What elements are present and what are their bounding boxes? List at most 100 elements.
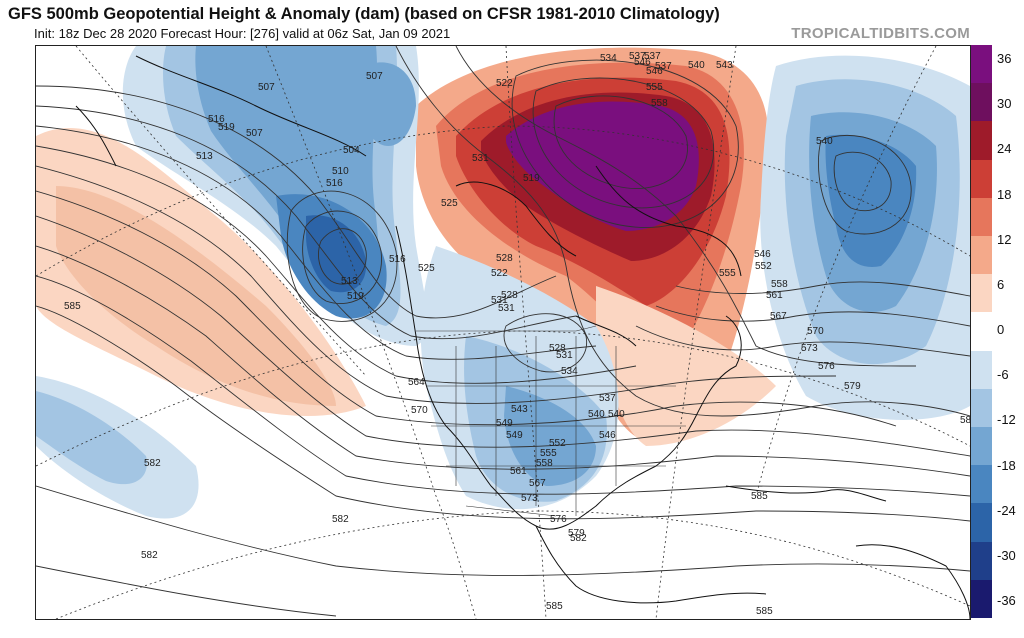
contour-label: 564 bbox=[408, 377, 425, 388]
contour-label: 537 bbox=[644, 51, 661, 62]
contour-label: 555 bbox=[646, 82, 663, 93]
colorbar-tick-label: 0 bbox=[997, 322, 1005, 337]
contour-label: 519 bbox=[347, 291, 364, 302]
contour-label: 540 bbox=[816, 136, 833, 147]
contour-label: 570 bbox=[411, 405, 428, 416]
contour-label: 507 bbox=[366, 71, 383, 82]
colorbar-tick-label: 30 bbox=[997, 96, 1012, 112]
contour-label: 513 bbox=[341, 276, 358, 287]
contour-label: 561 bbox=[766, 290, 783, 301]
contour-label: 540 bbox=[588, 409, 605, 420]
contour-label: 585 bbox=[546, 601, 563, 612]
contour-label: 558 bbox=[651, 98, 668, 109]
contour-label: 534 bbox=[561, 366, 578, 377]
contour-label: 519 bbox=[218, 122, 235, 133]
colorbar-tick-label: -24 bbox=[997, 502, 1016, 518]
colorbar-tick-label: -36 bbox=[997, 593, 1016, 608]
colorbar-tick-label: 36 bbox=[997, 51, 1012, 66]
colorbar-band bbox=[971, 274, 992, 313]
colorbar-band bbox=[971, 503, 992, 543]
contour-label: 552 bbox=[755, 261, 772, 272]
contour-label: 555 bbox=[540, 448, 557, 459]
contour-label: 576 bbox=[818, 361, 835, 372]
contour-label: 555 bbox=[719, 268, 736, 279]
lat-lon-grid bbox=[36, 46, 970, 619]
contour-label: 558 bbox=[771, 279, 788, 290]
contour-label: 504 bbox=[343, 145, 360, 156]
contour-label: 585 bbox=[751, 491, 768, 502]
colorbar-band bbox=[971, 159, 992, 199]
contour-label: 519 bbox=[523, 173, 540, 184]
colorbar-tick-label: -12 bbox=[997, 412, 1016, 428]
colorbar-band bbox=[971, 350, 992, 390]
map-canvas: 5075075165195135045105165225255315285195… bbox=[36, 46, 970, 619]
contour-label: 528 bbox=[549, 343, 566, 354]
colorbar-band bbox=[971, 236, 992, 275]
colorbar-tick-label: 12 bbox=[997, 231, 1012, 247]
contour-labels: 5075075165195135045105165225255315285195… bbox=[64, 51, 970, 617]
contour-label: 540 bbox=[688, 60, 705, 71]
contour-label: 546 bbox=[754, 249, 771, 260]
contour-label: 510 bbox=[332, 166, 349, 177]
contour-label: 585 bbox=[64, 301, 81, 312]
contour-label: 522 bbox=[496, 78, 513, 89]
colorbar-band bbox=[971, 388, 992, 428]
contour-label: 582 bbox=[332, 514, 349, 525]
contour-label: 543 bbox=[716, 60, 733, 71]
map-title: GFS 500mb Geopotential Height & Anomaly … bbox=[8, 5, 720, 23]
contour-label: 570 bbox=[807, 326, 824, 337]
contour-label: 549 bbox=[496, 418, 513, 429]
contour-label: 507 bbox=[246, 128, 263, 139]
brand-watermark: TROPICALTIDBITS.COM bbox=[791, 25, 970, 42]
contour-label: 537 bbox=[629, 51, 646, 62]
contour-label: 549 bbox=[506, 430, 523, 441]
contour-label: 525 bbox=[441, 198, 458, 209]
contour-label: 528 bbox=[496, 253, 513, 264]
colorbar-band bbox=[971, 197, 992, 237]
colorbar-tick-label: -18 bbox=[997, 457, 1016, 473]
contour-label: 516 bbox=[389, 254, 406, 265]
contour-label: 567 bbox=[529, 478, 546, 489]
colorbar-tick-label: 6 bbox=[997, 276, 1005, 292]
contour-label: 543 bbox=[511, 404, 528, 415]
colorbar-band bbox=[971, 45, 992, 84]
colorbar-band bbox=[971, 83, 992, 122]
contour-label: 546 bbox=[634, 57, 651, 68]
contour-label: 507 bbox=[258, 82, 275, 93]
contour-label: 585 bbox=[756, 606, 773, 617]
contour-label: 513 bbox=[196, 151, 213, 162]
contour-label: 537 bbox=[655, 61, 672, 72]
contour-label: 579 bbox=[844, 381, 861, 392]
contour-label: 576 bbox=[550, 514, 567, 525]
contour-label: 522 bbox=[491, 268, 508, 279]
contour-label: 516 bbox=[208, 114, 225, 125]
contour-label: 552 bbox=[549, 438, 566, 449]
colorbar-band bbox=[971, 312, 992, 352]
colorbar-band bbox=[971, 427, 992, 466]
colorbar-tick-label: 18 bbox=[997, 186, 1012, 202]
contour-label: 582 bbox=[141, 550, 158, 561]
contour-label: 534 bbox=[600, 53, 617, 64]
contour-label: 540 bbox=[608, 409, 625, 420]
contour-label: 561 bbox=[510, 466, 527, 477]
contour-label: 582 bbox=[144, 458, 161, 469]
political-borders bbox=[416, 325, 686, 517]
contour-label: 579 bbox=[568, 528, 585, 539]
colorbar-tick-label: -30 bbox=[997, 547, 1016, 563]
colorbar-band bbox=[971, 579, 992, 619]
contour-label: 582 bbox=[570, 533, 587, 544]
coastlines bbox=[75, 55, 970, 619]
negative-anomaly-shading bbox=[36, 46, 970, 519]
contour-label: 582 bbox=[960, 415, 970, 426]
height-contours bbox=[36, 46, 970, 617]
contour-label: 531 bbox=[472, 153, 489, 164]
map-subtitle: Init: 18z Dec 28 2020 Forecast Hour: [27… bbox=[34, 26, 451, 41]
contour-label: 531 bbox=[498, 303, 515, 314]
contour-label: 528 bbox=[501, 290, 518, 301]
contour-label: 573 bbox=[801, 343, 818, 354]
colorbar-band bbox=[971, 121, 992, 161]
contour-label: 531 bbox=[491, 295, 508, 306]
colorbar-band bbox=[971, 541, 992, 581]
colorbar-tick-label: -6 bbox=[997, 367, 1009, 383]
contour-label: 516 bbox=[326, 178, 343, 189]
